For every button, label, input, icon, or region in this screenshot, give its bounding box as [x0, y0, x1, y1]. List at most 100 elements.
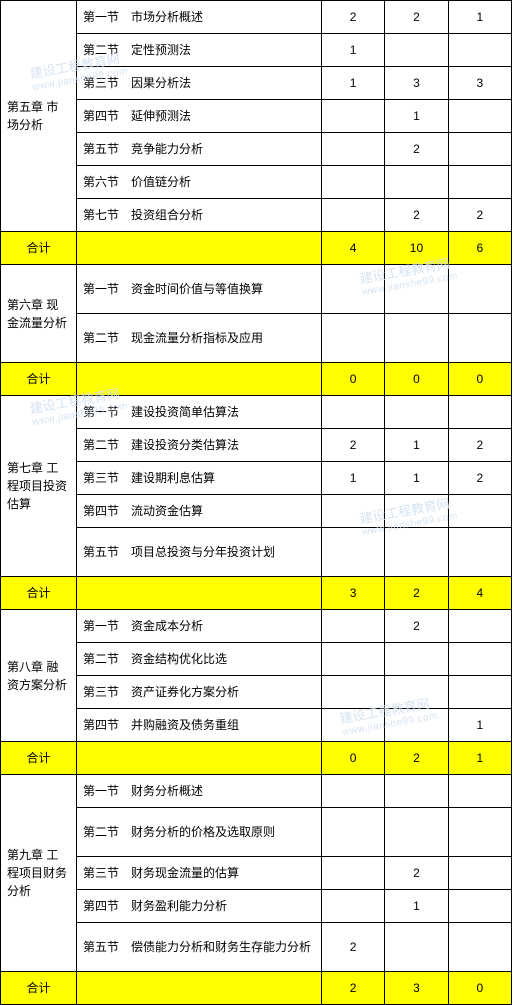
section-label: 第一节 资金成本分析 — [77, 610, 322, 643]
value-cell — [321, 396, 384, 429]
section-label: 第一节 财务分析概述 — [77, 775, 322, 808]
value-cell — [321, 265, 384, 314]
value-cell — [321, 676, 384, 709]
chapter-title: 第九章 工程项目财务分析 — [1, 775, 77, 972]
value-cell: 1 — [385, 429, 448, 462]
table-row: 第三节 建设期利息估算112 — [1, 462, 512, 495]
value-cell: 2 — [385, 610, 448, 643]
value-cell: 1 — [321, 34, 384, 67]
table-row: 第二节 财务分析的价格及选取原则 — [1, 808, 512, 857]
section-label: 第一节 建设投资简单估算法 — [77, 396, 322, 429]
value-cell — [321, 100, 384, 133]
value-cell: 1 — [448, 1, 511, 34]
table-row: 第六章 现金流量分析第一节 资金时间价值与等值换算 — [1, 265, 512, 314]
value-cell — [385, 923, 448, 972]
total-label: 合计 — [1, 232, 77, 265]
section-label: 第二节 定性预测法 — [77, 34, 322, 67]
value-cell — [448, 923, 511, 972]
total-blank — [77, 742, 322, 775]
section-label: 第三节 因果分析法 — [77, 67, 322, 100]
table-row: 第二节 建设投资分类估算法212 — [1, 429, 512, 462]
value-cell — [448, 775, 511, 808]
section-label: 第二节 建设投资分类估算法 — [77, 429, 322, 462]
value-cell — [448, 34, 511, 67]
value-cell — [321, 528, 384, 577]
value-cell: 1 — [448, 709, 511, 742]
chapter-title: 第八章 融资方案分析 — [1, 610, 77, 742]
total-row: 合计 230 — [1, 972, 512, 1005]
table-row: 第四节 财务盈利能力分析1 — [1, 890, 512, 923]
value-cell — [321, 166, 384, 199]
value-cell: 1 — [385, 100, 448, 133]
total-value: 3 — [385, 972, 448, 1005]
value-cell: 2 — [321, 1, 384, 34]
value-cell — [321, 610, 384, 643]
table-row: 第五节 项目总投资与分年投资计划 — [1, 528, 512, 577]
value-cell — [321, 775, 384, 808]
table-row: 第二节 现金流量分析指标及应用 — [1, 314, 512, 363]
value-cell — [448, 314, 511, 363]
chapter-title: 第七章 工程项目投资估算 — [1, 396, 77, 577]
total-label: 合计 — [1, 972, 77, 1005]
total-row: 合计324 — [1, 577, 512, 610]
table-row: 第七章 工程项目投资估算第一节 建设投资简单估算法 — [1, 396, 512, 429]
chapter-title: 第五章 市场分析 — [1, 1, 77, 232]
value-cell: 2 — [385, 199, 448, 232]
value-cell — [385, 495, 448, 528]
value-cell — [448, 676, 511, 709]
value-cell: 2 — [385, 857, 448, 890]
total-value: 0 — [448, 972, 511, 1005]
total-value: 2 — [385, 742, 448, 775]
value-cell — [321, 314, 384, 363]
section-label: 第四节 延伸预测法 — [77, 100, 322, 133]
value-cell — [448, 265, 511, 314]
value-cell — [448, 890, 511, 923]
value-cell — [321, 808, 384, 857]
value-cell: 2 — [448, 462, 511, 495]
total-value: 1 — [448, 742, 511, 775]
value-cell: 3 — [385, 67, 448, 100]
section-label: 第三节 资产证券化方案分析 — [77, 676, 322, 709]
value-cell — [385, 396, 448, 429]
section-label: 第五节 竞争能力分析 — [77, 133, 322, 166]
value-cell — [321, 133, 384, 166]
value-cell: 2 — [448, 429, 511, 462]
value-cell: 2 — [321, 923, 384, 972]
value-cell — [448, 495, 511, 528]
section-label: 第二节 财务分析的价格及选取原则 — [77, 808, 322, 857]
total-value: 0 — [321, 742, 384, 775]
value-cell — [448, 610, 511, 643]
table-row: 第八章 融资方案分析第一节 资金成本分析2 — [1, 610, 512, 643]
total-value: 0 — [448, 363, 511, 396]
value-cell — [321, 495, 384, 528]
total-blank — [77, 232, 322, 265]
total-row: 合计021 — [1, 742, 512, 775]
value-cell — [385, 709, 448, 742]
section-label: 第六节 价值链分析 — [77, 166, 322, 199]
section-label: 第四节 流动资金估算 — [77, 495, 322, 528]
content-table: 第五章 市场分析第一节 市场分析概述221第二节 定性预测法1第三节 因果分析法… — [0, 0, 512, 1005]
value-cell — [385, 314, 448, 363]
section-label: 第三节 建设期利息估算 — [77, 462, 322, 495]
table-row: 第五节 偿债能力分析和财务生存能力分析2 — [1, 923, 512, 972]
total-label: 合计 — [1, 577, 77, 610]
total-blank — [77, 363, 322, 396]
value-cell: 2 — [448, 199, 511, 232]
value-cell — [385, 808, 448, 857]
table-row: 第六节 价值链分析 — [1, 166, 512, 199]
value-cell — [448, 528, 511, 577]
total-value: 2 — [321, 972, 384, 1005]
table-row: 第四节 流动资金估算 — [1, 495, 512, 528]
table-row: 第三节 资产证券化方案分析 — [1, 676, 512, 709]
section-label: 第一节 市场分析概述 — [77, 1, 322, 34]
value-cell — [385, 528, 448, 577]
total-value: 4 — [321, 232, 384, 265]
value-cell — [385, 643, 448, 676]
table-row: 第四节 并购融资及债务重组1 — [1, 709, 512, 742]
total-blank — [77, 577, 322, 610]
table-row: 第九章 工程项目财务分析第一节 财务分析概述 — [1, 775, 512, 808]
value-cell: 2 — [385, 133, 448, 166]
value-cell — [321, 890, 384, 923]
value-cell — [385, 676, 448, 709]
value-cell — [321, 643, 384, 676]
